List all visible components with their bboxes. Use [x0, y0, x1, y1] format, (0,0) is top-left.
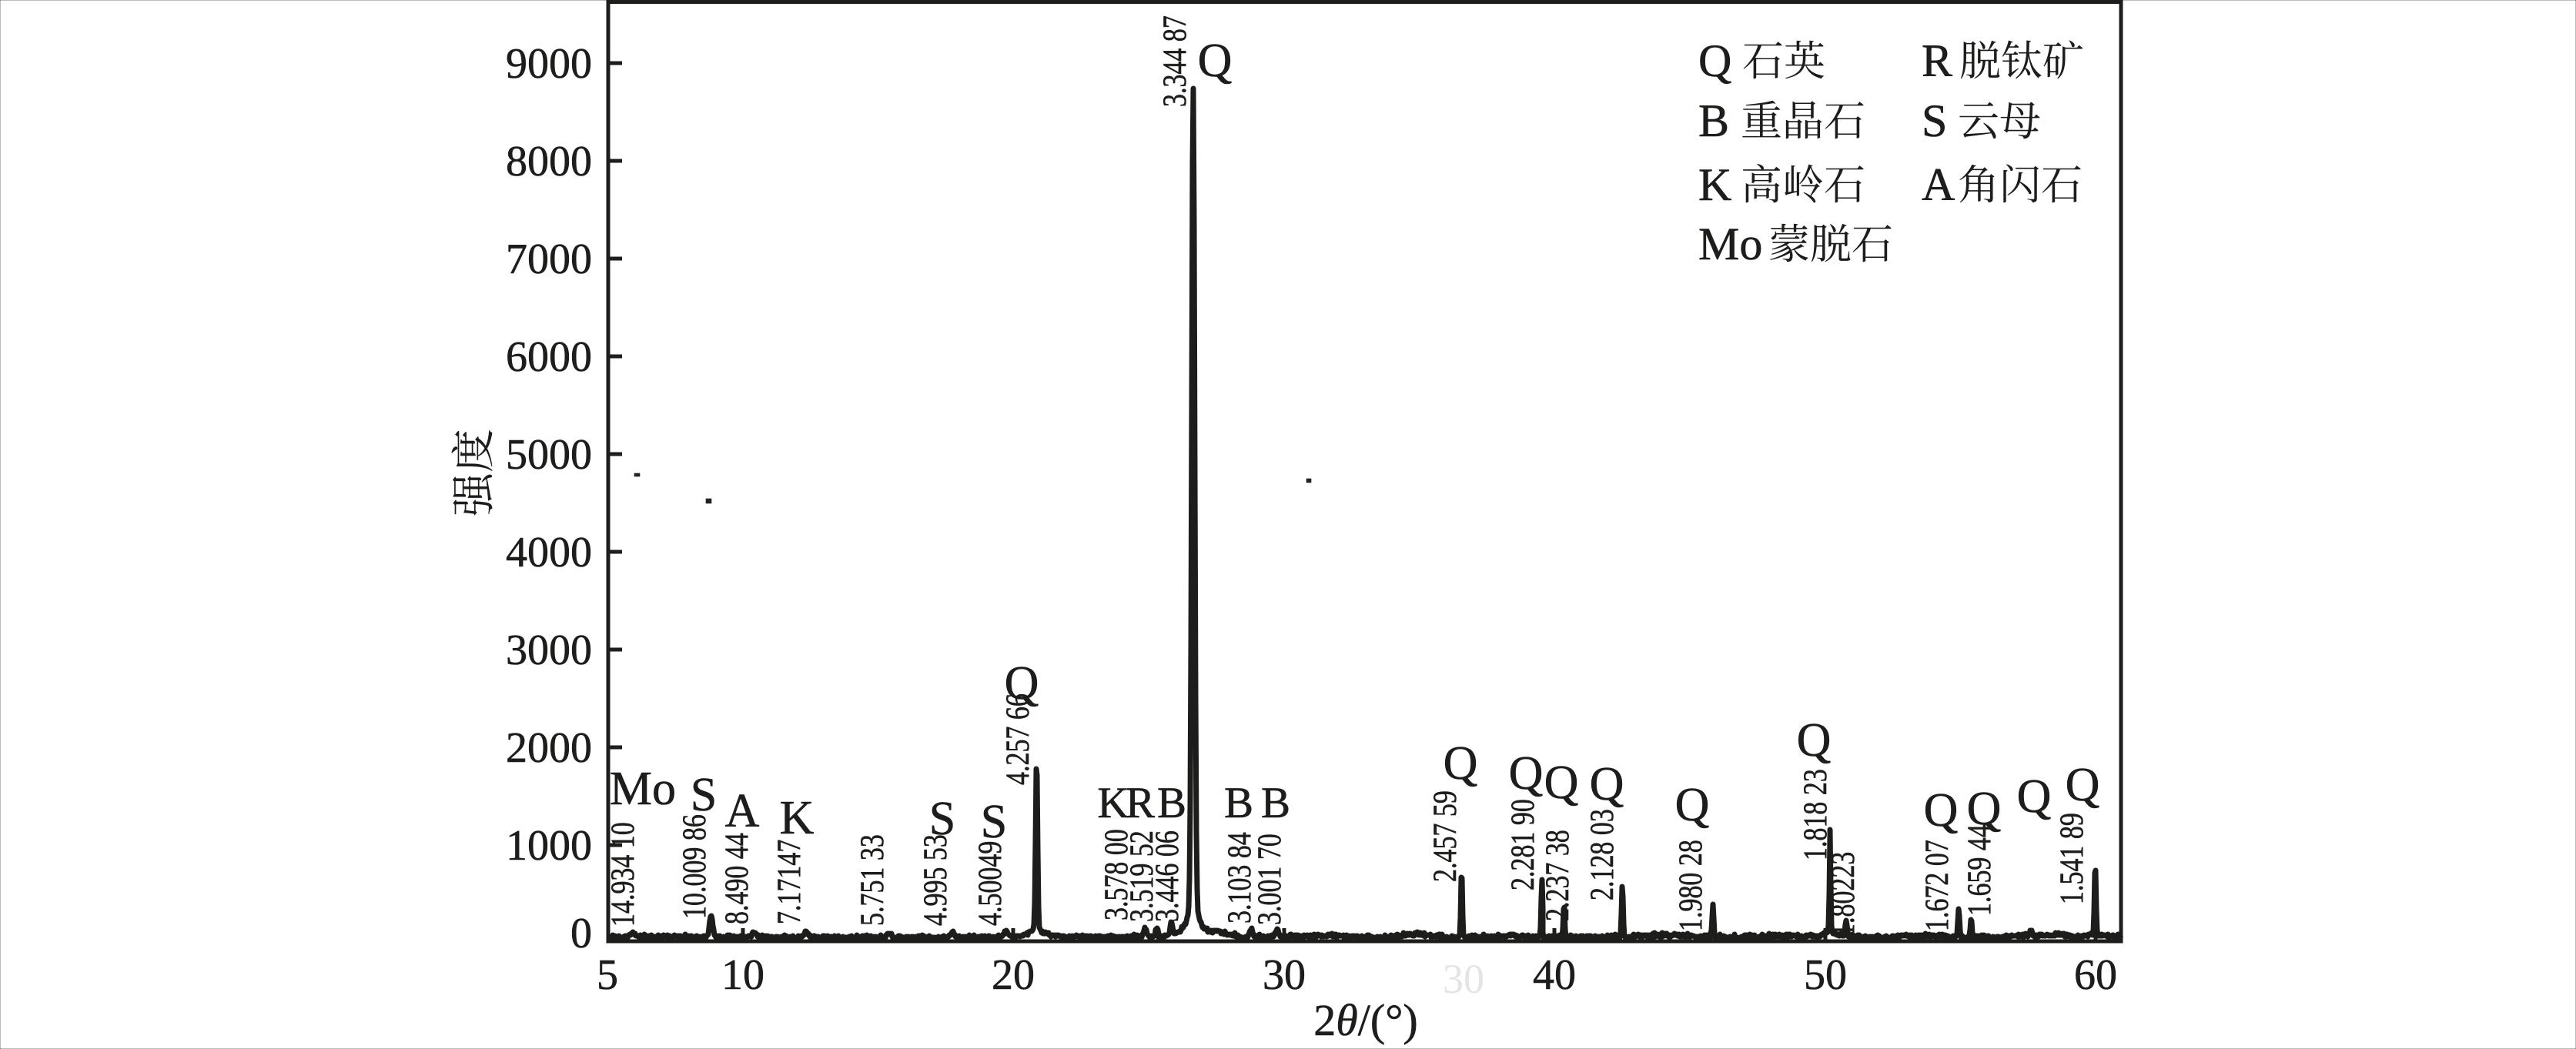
svg-text:3000: 3000 — [506, 626, 592, 674]
svg-text:2θ/(°): 2θ/(°) — [1313, 995, 1417, 1045]
svg-text:30: 30 — [1443, 956, 1484, 1002]
svg-text:4.50049: 4.50049 — [972, 841, 1009, 926]
svg-text:20: 20 — [992, 951, 1035, 999]
svg-text:1.672 07: 1.672 07 — [1919, 840, 1955, 931]
svg-text:Q: Q — [1967, 783, 2002, 835]
svg-text:Q: Q — [1544, 757, 1579, 809]
svg-text:8.490 44: 8.490 44 — [718, 833, 755, 924]
svg-text:14.934 10: 14.934 10 — [604, 822, 641, 927]
svg-text:Q: Q — [1675, 779, 1710, 831]
svg-text:S: S — [1922, 95, 1947, 146]
svg-text:3.578 00: 3.578 00 — [1098, 829, 1135, 920]
svg-text:3.446 06: 3.446 06 — [1149, 830, 1186, 922]
svg-text:1000: 1000 — [506, 822, 592, 870]
svg-text:B: B — [1224, 779, 1253, 827]
svg-text:Q: Q — [1198, 35, 1233, 87]
svg-text:3.103 84: 3.103 84 — [1221, 832, 1258, 924]
svg-text:60: 60 — [2074, 951, 2117, 999]
svg-text:Q: Q — [1698, 35, 1731, 86]
svg-text:7.17147: 7.17147 — [771, 840, 808, 924]
svg-text:1.541 89: 1.541 89 — [2053, 813, 2090, 904]
svg-text:Q: Q — [1590, 758, 1624, 810]
svg-text:B: B — [1698, 95, 1729, 146]
svg-text:K: K — [780, 792, 815, 844]
svg-text:Mo: Mo — [1698, 219, 1762, 269]
svg-text:Q: Q — [1444, 737, 1478, 790]
svg-text:5000: 5000 — [506, 431, 592, 479]
svg-text:2000: 2000 — [506, 724, 592, 772]
svg-text:K: K — [1097, 779, 1129, 827]
svg-text:4.995 53: 4.995 53 — [917, 834, 954, 926]
svg-text:Q: Q — [2066, 759, 2100, 811]
svg-text:10.009 86: 10.009 86 — [676, 814, 713, 919]
svg-text:30: 30 — [1263, 951, 1306, 999]
svg-text:Q: Q — [1005, 657, 1039, 710]
svg-text:9000: 9000 — [506, 40, 592, 88]
svg-text:S: S — [929, 793, 955, 845]
svg-text:S: S — [981, 796, 1007, 848]
svg-text:50: 50 — [1804, 951, 1847, 999]
svg-text:10: 10 — [721, 951, 764, 999]
svg-text:2.457 59: 2.457 59 — [1427, 790, 1464, 882]
svg-text:5.751 33: 5.751 33 — [854, 834, 891, 926]
svg-text:R: R — [1126, 779, 1155, 827]
svg-text:Q: Q — [1924, 784, 1959, 837]
svg-text:6000: 6000 — [506, 333, 592, 381]
svg-text:S: S — [691, 769, 717, 821]
svg-text:K: K — [1698, 159, 1731, 210]
svg-text:1.980 28: 1.980 28 — [1672, 840, 1709, 931]
svg-text:Q: Q — [1797, 714, 1832, 767]
svg-text:4000: 4000 — [506, 529, 592, 576]
svg-text:1.659 44: 1.659 44 — [1961, 824, 1998, 916]
svg-text:Q: Q — [2017, 770, 2052, 823]
svg-text:1.80223: 1.80223 — [1825, 852, 1862, 937]
svg-text:R: R — [1922, 35, 1952, 86]
svg-text:3.001 70: 3.001 70 — [1251, 834, 1288, 925]
svg-text:8000: 8000 — [506, 138, 592, 185]
svg-text:40: 40 — [1533, 951, 1576, 999]
svg-text:B: B — [1261, 779, 1290, 827]
svg-text:2.128 03: 2.128 03 — [1584, 809, 1621, 900]
svg-text:Mo: Mo — [610, 763, 676, 815]
svg-text:Q: Q — [1509, 747, 1544, 800]
svg-text:2.281 90: 2.281 90 — [1504, 799, 1541, 890]
svg-text:0: 0 — [570, 910, 592, 957]
svg-text:2.237 38: 2.237 38 — [1539, 830, 1576, 921]
svg-text:1.818 23: 1.818 23 — [1797, 769, 1834, 860]
svg-text:B: B — [1157, 779, 1186, 827]
svg-text:4.257 66: 4.257 66 — [999, 693, 1036, 785]
svg-text:A: A — [725, 785, 760, 837]
svg-text:5: 5 — [597, 951, 618, 999]
svg-text:A: A — [1922, 159, 1955, 210]
svg-text:3.344 87: 3.344 87 — [1156, 15, 1193, 107]
svg-text:3.519 52: 3.519 52 — [1123, 830, 1160, 922]
svg-text:7000: 7000 — [506, 236, 592, 283]
